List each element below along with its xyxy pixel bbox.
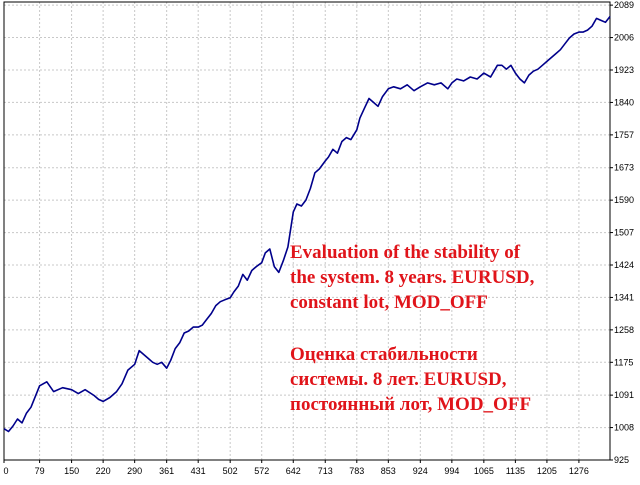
x-tick-label-5: 361 xyxy=(159,466,174,476)
plot-frame xyxy=(3,1,611,461)
y-tick-label-9: 1673 xyxy=(614,163,634,173)
x-tick-label-18: 1276 xyxy=(569,466,589,476)
x-tick-label-3: 220 xyxy=(96,466,111,476)
y-tick-label-3: 1175 xyxy=(614,357,633,367)
x-tick-label-11: 783 xyxy=(349,466,364,476)
y-tick-label-0: 925 xyxy=(614,455,629,465)
y-tick-label-13: 2006 xyxy=(614,33,634,43)
x-tick-label-13: 924 xyxy=(413,466,428,476)
x-tick-label-16: 1135 xyxy=(506,466,525,476)
y-tick-label-14: 2089 xyxy=(614,0,634,10)
x-tick-label-12: 853 xyxy=(381,466,396,476)
grid-layer xyxy=(3,2,610,461)
y-tick-label-7: 1507 xyxy=(614,228,634,238)
annotation-english-line-1: Evaluation of the stability of xyxy=(290,242,521,263)
annotation-english-line-2: the system. 8 years. EURUSD, xyxy=(290,267,535,288)
y-tick-label-5: 1341 xyxy=(614,292,634,302)
annotation-russian-line-3: постоянный лот, MOD_OFF xyxy=(290,394,532,415)
series-layer xyxy=(3,16,611,433)
annotation-english: Evaluation of the stability of the syste… xyxy=(290,240,635,315)
x-tick-label-15: 1065 xyxy=(474,466,494,476)
x-tick-label-0: 0 xyxy=(3,466,8,476)
y-tick-labels: 925 1008 1091 1175 1258 1341 1424 1507 1590 1673 1… xyxy=(614,0,634,465)
y-tick-label-1: 1008 xyxy=(614,423,634,433)
x-tick-labels: 0 79 150 220 290 361 431 502 572 642 713 783 853 924 9… xyxy=(3,466,588,476)
x-tick-label-10: 713 xyxy=(318,466,333,476)
axis-layer xyxy=(3,1,613,463)
equity-line xyxy=(3,16,611,433)
y-tick-label-2: 1091 xyxy=(614,390,634,400)
y-tick-label-12: 1923 xyxy=(614,65,634,75)
x-tick-label-7: 502 xyxy=(223,466,238,476)
y-tick-label-8: 1590 xyxy=(614,195,634,205)
annotation-russian-line-2: системы. 8 лет. EURUSD, xyxy=(290,369,507,390)
annotation-english-line-3: constant lot, MOD_OFF xyxy=(290,292,488,313)
x-tick-label-4: 290 xyxy=(127,466,142,476)
x-tick-label-2: 150 xyxy=(64,466,79,476)
annotation-russian-line-1: Оценка стабильности xyxy=(290,344,478,365)
x-tick-label-1: 79 xyxy=(35,466,45,476)
x-tick-label-6: 431 xyxy=(191,466,206,476)
x-tick-label-9: 642 xyxy=(286,466,301,476)
x-tick-label-17: 1205 xyxy=(537,466,557,476)
annotation-russian: Оценка стабильности системы. 8 лет. EURU… xyxy=(290,342,635,417)
y-tick-label-10: 1757 xyxy=(614,130,634,140)
x-tick-label-8: 572 xyxy=(254,466,269,476)
y-tick-label-11: 1840 xyxy=(614,97,634,107)
y-tick-label-4: 1258 xyxy=(614,325,634,335)
x-tick-label-14: 994 xyxy=(444,466,459,476)
y-tick-label-6: 1424 xyxy=(614,260,634,270)
